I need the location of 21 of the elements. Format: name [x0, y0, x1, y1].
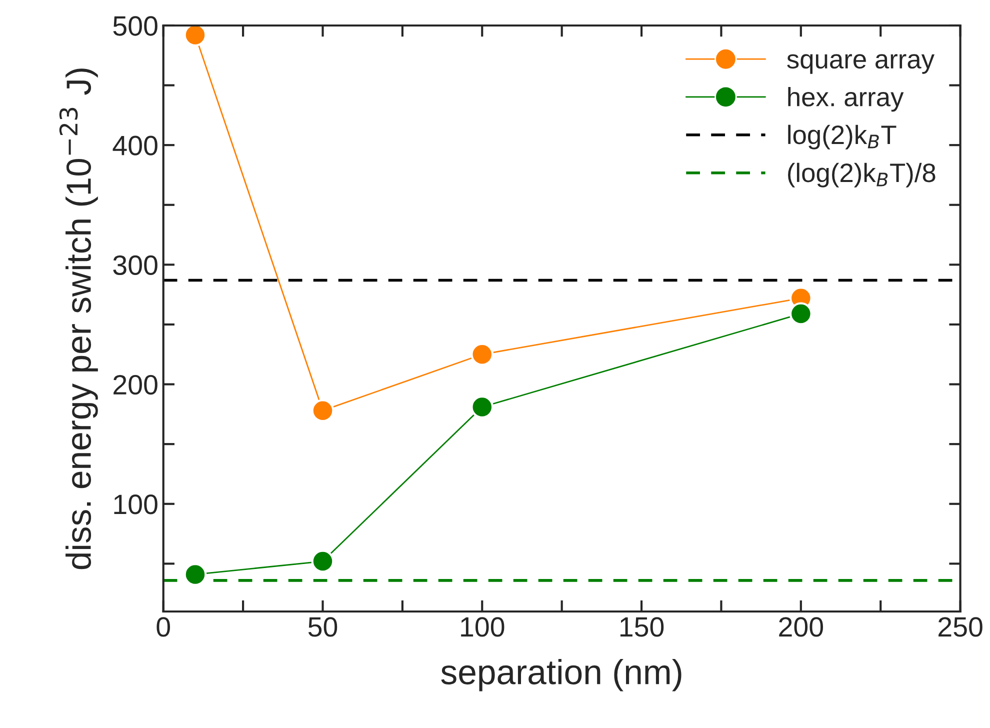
y-tick-label: 100 — [114, 494, 158, 514]
y-tick-label: 500 — [113, 16, 158, 36]
y-tick-label: 200 — [114, 374, 158, 395]
x-tick-label: 0 — [156, 617, 170, 637]
point — [311, 550, 334, 573]
x-axis-title: separation (nm) — [441, 658, 682, 692]
y-tick-label: 400 — [112, 136, 158, 156]
x-tick-label: 100 — [461, 617, 504, 637]
legend-label: log(2)k$_{B}$T — [788, 124, 896, 150]
point — [470, 396, 494, 418]
x-tick-label: 200 — [779, 617, 823, 637]
legend-label: square array — [787, 54, 934, 74]
point — [789, 302, 812, 326]
x-tick-label: 250 — [938, 617, 982, 637]
point — [184, 25, 207, 47]
x-tick-label: 50 — [308, 617, 338, 637]
y-axis-title: diss. energy per switch (10$^{−23}$ J) — [59, 68, 98, 570]
y-tick-label: 300 — [113, 255, 158, 276]
legend-label: (log(2)k$_{B}$T)/8 — [788, 162, 936, 188]
legend-label: hex. array — [788, 87, 904, 112]
x-tick-label: 150 — [620, 617, 664, 637]
